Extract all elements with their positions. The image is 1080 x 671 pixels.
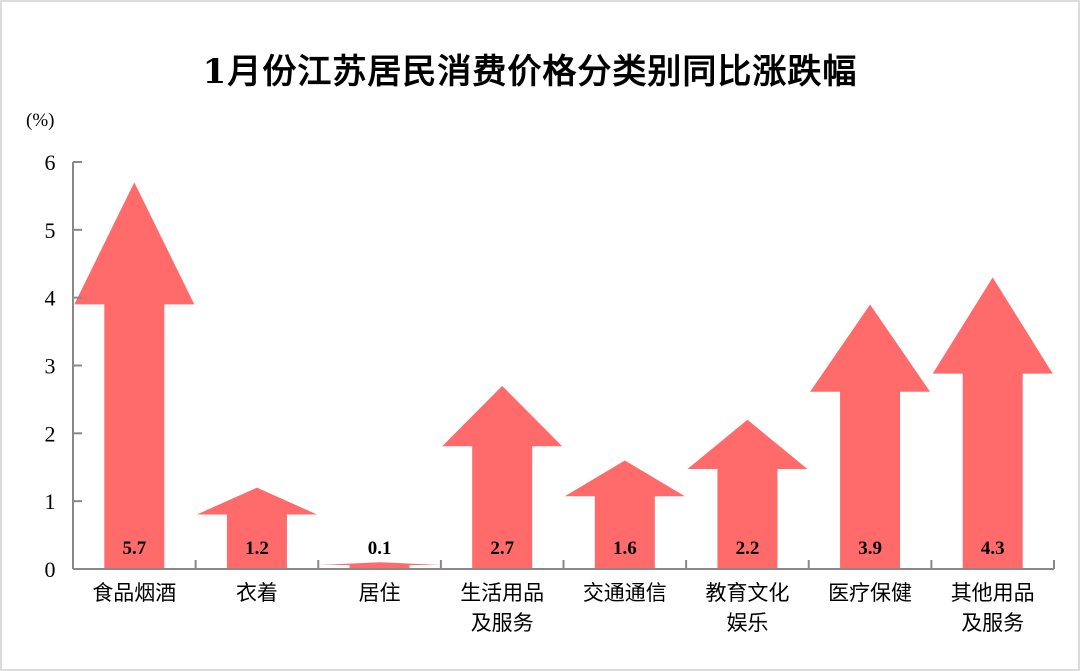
up-arrow-bar xyxy=(564,460,685,569)
data-value-label: 1.6 xyxy=(613,538,637,559)
data-value-label: 3.9 xyxy=(858,538,882,559)
x-category-label: 生活用品 xyxy=(460,581,544,605)
x-category-label: 食品烟酒 xyxy=(92,581,176,605)
up-arrow-bar xyxy=(810,304,931,569)
data-value-label: 2.2 xyxy=(736,538,760,559)
y-tick-label: 2 xyxy=(45,421,56,446)
up-arrow-bar xyxy=(932,277,1053,569)
y-tick-label: 3 xyxy=(45,354,56,379)
x-category-label: 教育文化 xyxy=(705,581,789,605)
x-category-label: 及服务 xyxy=(471,611,534,635)
x-category-label: 娱乐 xyxy=(726,611,768,635)
up-arrow-bar xyxy=(74,182,195,569)
y-tick-label: 6 xyxy=(45,150,56,175)
y-tick-label: 4 xyxy=(45,286,56,311)
up-arrow-bar xyxy=(319,562,440,569)
x-category-label: 医疗保健 xyxy=(828,581,912,605)
y-axis-unit-label: (%) xyxy=(26,110,55,131)
data-value-label: 0.1 xyxy=(368,538,392,559)
x-category-label: 衣着 xyxy=(236,581,278,605)
data-value-label: 1.2 xyxy=(245,538,269,559)
x-category-label: 交通通信 xyxy=(583,581,667,605)
data-value-label: 5.7 xyxy=(122,538,146,559)
y-tick-label: 1 xyxy=(45,489,56,514)
up-arrow-bar xyxy=(687,419,808,569)
y-tick-label: 0 xyxy=(45,557,56,582)
x-category-label: 居住 xyxy=(359,581,401,605)
data-value-label: 2.7 xyxy=(490,538,514,559)
up-arrow-bar xyxy=(442,385,563,569)
up-arrow-bar xyxy=(196,487,317,569)
data-value-label: 4.3 xyxy=(981,538,1005,559)
x-category-label: 其他用品 xyxy=(951,581,1035,605)
x-category-label: 及服务 xyxy=(961,611,1024,635)
y-tick-label: 5 xyxy=(45,218,56,243)
chart-title: 1月份江苏居民消费价格分类别同比涨跌幅 xyxy=(202,52,858,92)
